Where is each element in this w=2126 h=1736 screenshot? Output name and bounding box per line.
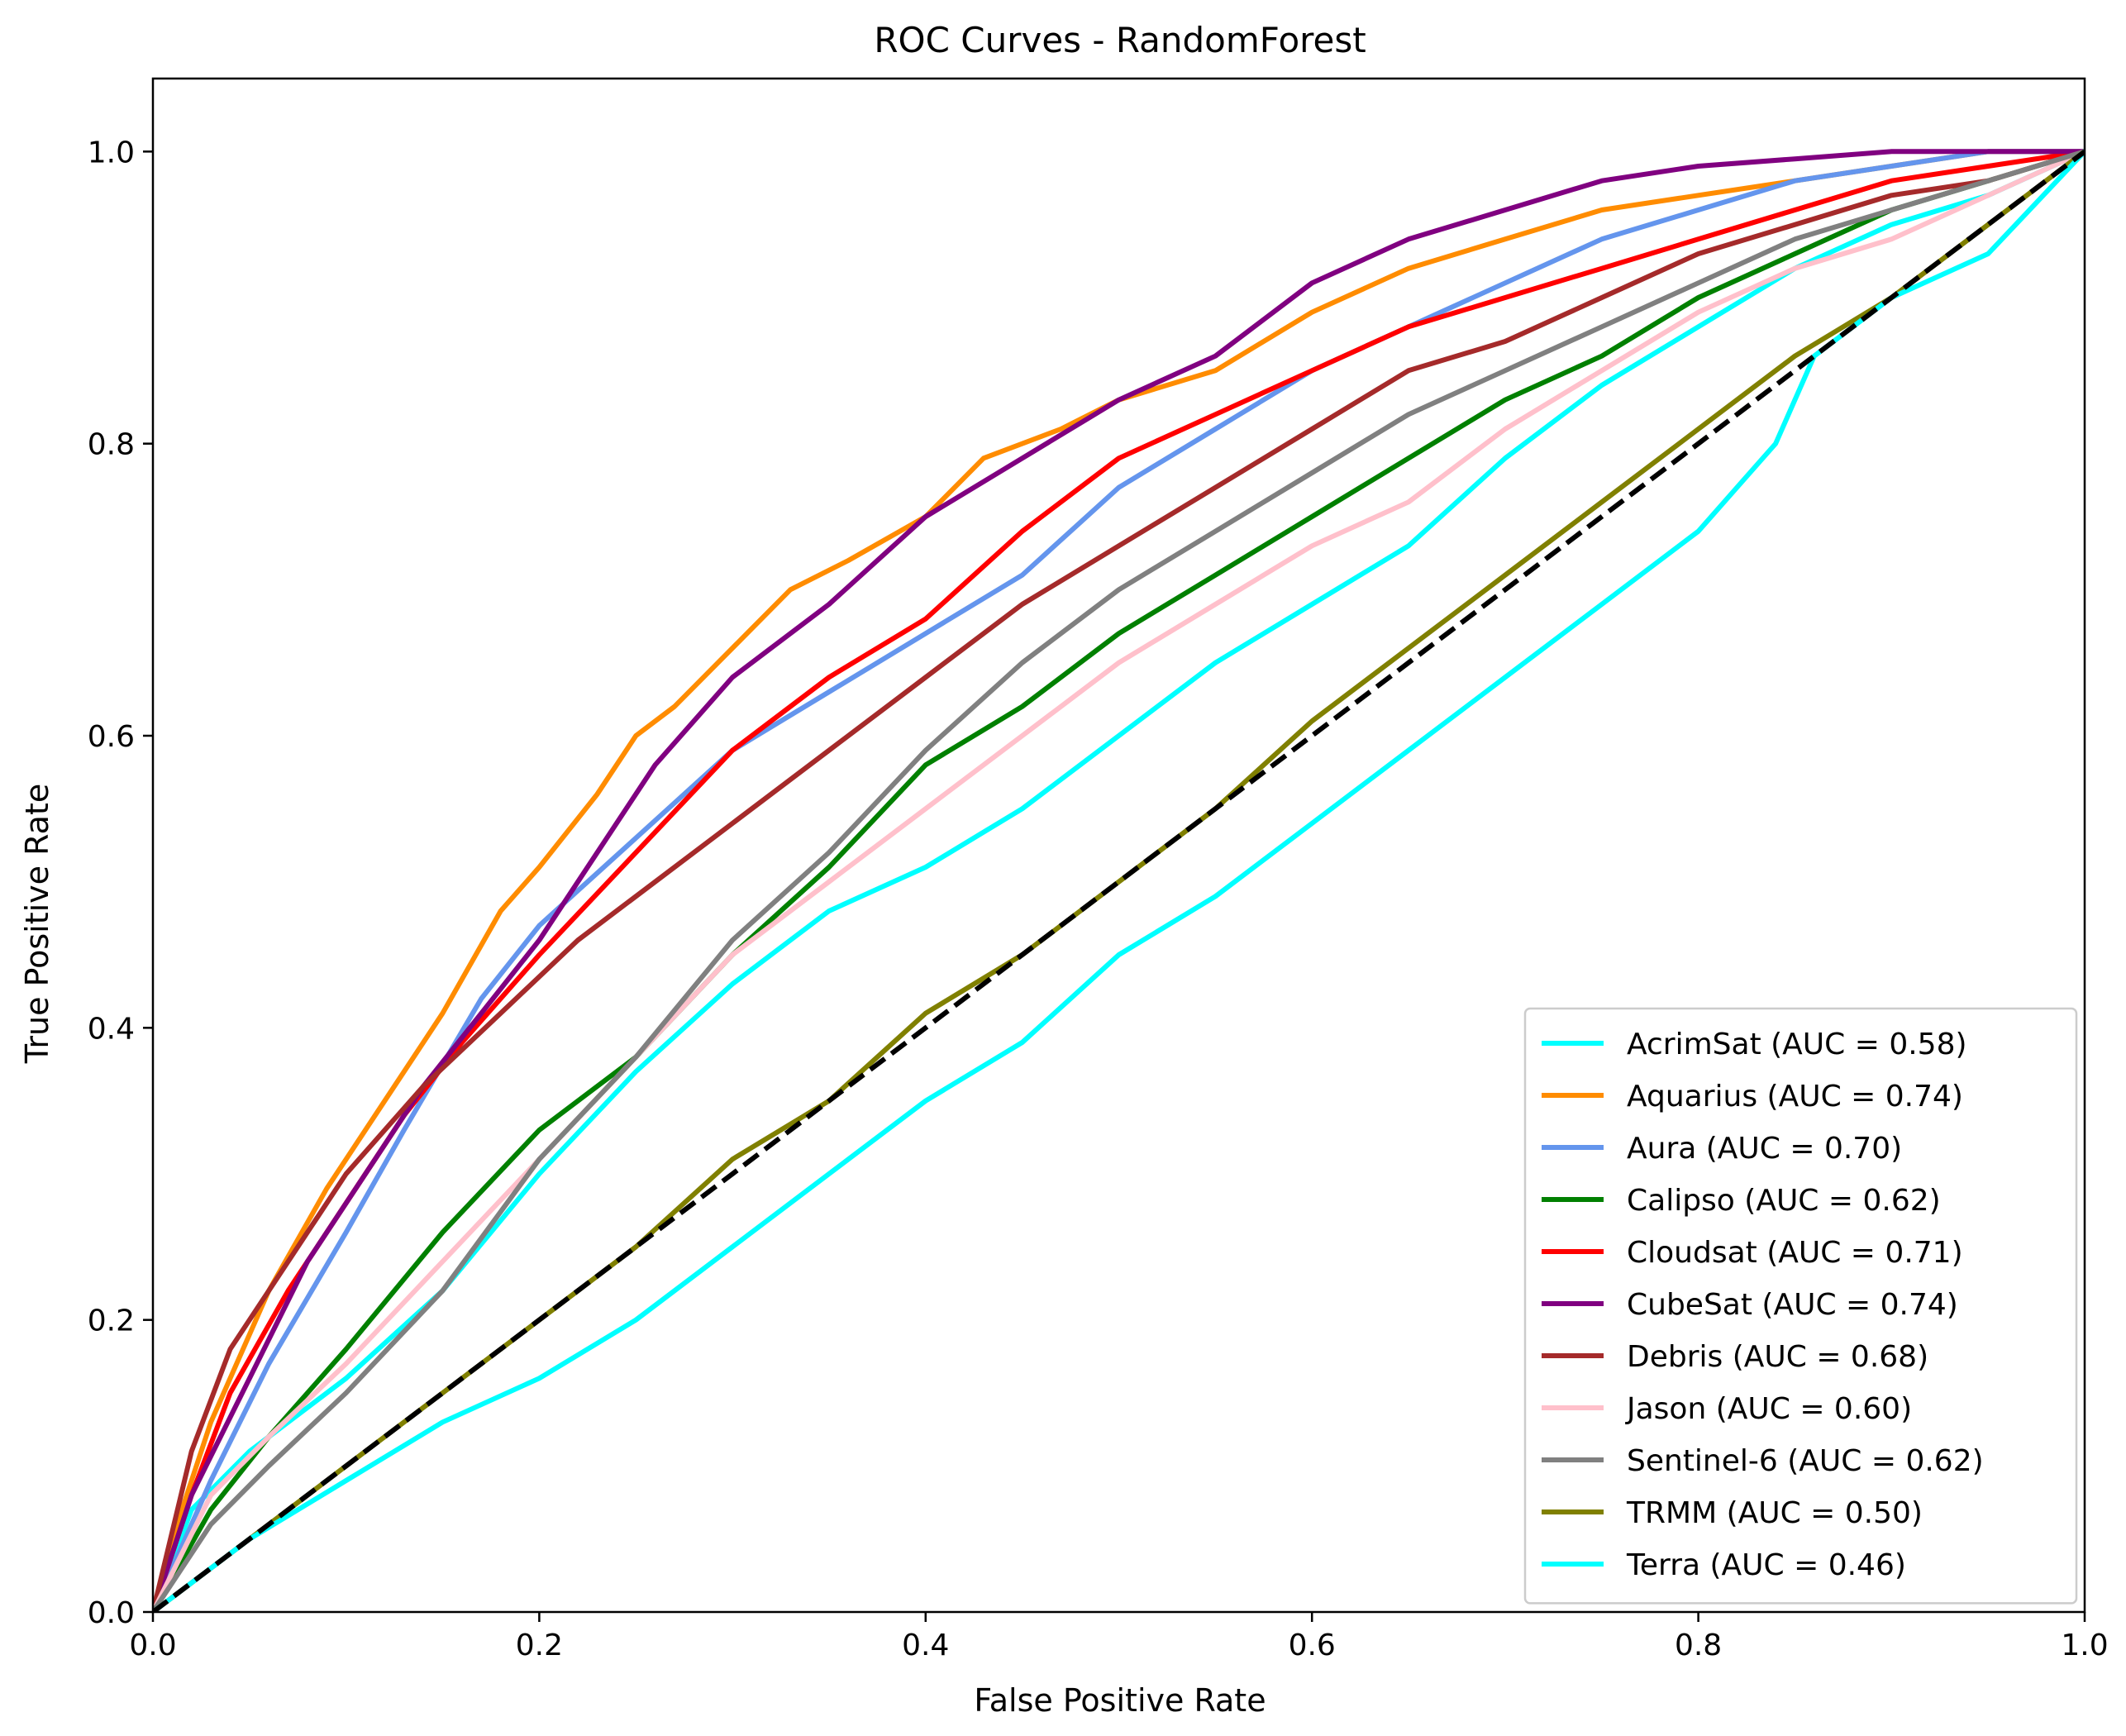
- legend-entry: AcrimSat (AUC = 0.58): [1627, 1028, 1967, 1061]
- legend-entry: Aura (AUC = 0.70): [1627, 1132, 1902, 1166]
- y-axis-label: True Positive Rate: [19, 784, 55, 1065]
- series-line-jason: [153, 149, 2085, 1612]
- legend-entry: Calipso (AUC = 0.62): [1627, 1184, 1941, 1218]
- x-tick-label: 0.2: [516, 1629, 563, 1662]
- legend-entry: Aquarius (AUC = 0.74): [1627, 1080, 1963, 1114]
- x-tick-label: 1.0: [2061, 1629, 2108, 1662]
- x-axis-ticks: 0.0 0.2 0.4 0.6 0.8 1.0: [129, 1612, 2109, 1662]
- x-axis-label: False Positive Rate: [974, 1682, 1266, 1719]
- legend-box: [1523, 1007, 2078, 1605]
- plot-frame: [151, 77, 2086, 1614]
- series-line-acrimsat: [153, 149, 2085, 1612]
- legend: AcrimSat (AUC = 0.58) Aquarius (AUC = 0.7…: [1523, 1007, 2078, 1605]
- legend-entry: Debris (AUC = 0.68): [1627, 1340, 1928, 1374]
- series-lines: [153, 149, 2085, 1612]
- series-line-aquarius: [153, 149, 2085, 1612]
- y-tick-label: 0.8: [88, 428, 135, 462]
- diagonal-reference-line: [153, 149, 2085, 1612]
- y-tick-label: 1.0: [88, 136, 135, 169]
- y-tick-label: 0.6: [88, 720, 135, 754]
- legend-entry: CubeSat (AUC = 0.74): [1627, 1288, 1958, 1322]
- x-tick-label: 0.0: [129, 1629, 176, 1662]
- legend-entry: Jason (AUC = 0.60): [1625, 1392, 1912, 1426]
- legend-entry: Cloudsat (AUC = 0.71): [1627, 1236, 1963, 1270]
- series-line-calipso: [153, 149, 2085, 1612]
- legend-entry: TRMM (AUC = 0.50): [1626, 1496, 1923, 1530]
- y-axis-ticks: 0.0 0.2 0.4 0.6 0.8 1.0: [88, 136, 153, 1630]
- y-tick-label: 0.2: [88, 1304, 135, 1338]
- x-tick-label: 0.6: [1289, 1629, 1336, 1662]
- y-tick-label: 0.4: [88, 1012, 135, 1046]
- legend-entry: Sentinel-6 (AUC = 0.62): [1627, 1444, 1984, 1478]
- series-line-cubesat: [153, 149, 2085, 1612]
- series-line-sentinel-6: [153, 149, 2085, 1612]
- plot-area: [151, 77, 2086, 1614]
- chart-title: ROC Curves - RandomForest: [874, 20, 1366, 60]
- series-line-debris: [153, 149, 2085, 1612]
- x-tick-label: 0.4: [902, 1629, 949, 1662]
- x-tick-label: 0.8: [1675, 1629, 1722, 1662]
- series-line-aura: [153, 149, 2085, 1612]
- legend-entry: Terra (AUC = 0.46): [1626, 1548, 1906, 1582]
- y-tick-label: 0.0: [88, 1596, 135, 1630]
